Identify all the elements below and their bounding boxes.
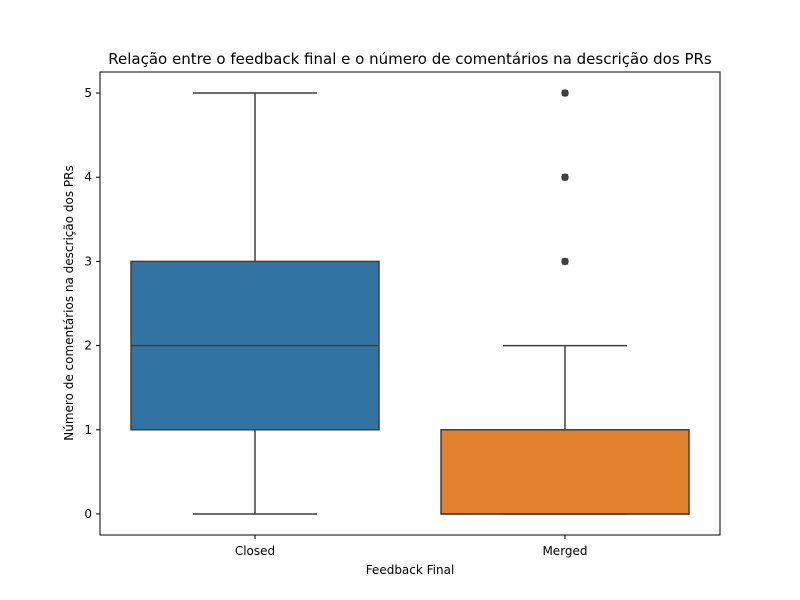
x-tick-label: Merged — [542, 544, 587, 558]
outlier-point — [561, 173, 569, 181]
y-tick-label: 3 — [84, 254, 92, 268]
x-tick-label: Closed — [235, 544, 275, 558]
y-tick-label: 1 — [84, 423, 92, 437]
outlier-point — [561, 89, 569, 97]
outlier-point — [561, 257, 569, 266]
y-tick-label: 4 — [84, 170, 92, 184]
x-axis: Closed Merged — [235, 535, 588, 558]
plot-frame — [99, 71, 721, 536]
y-tick-label: 0 — [84, 507, 92, 521]
box-merged — [440, 89, 690, 515]
box-iqr — [440, 429, 690, 515]
x-axis-label: Feedback Final — [366, 563, 455, 577]
y-axis: 0 1 2 3 4 5 — [84, 86, 100, 521]
chart-title: Relação entre o feedback final e o númer… — [108, 50, 712, 68]
y-axis-label: Número de comentários na descrição dos P… — [62, 165, 76, 441]
y-tick-label: 2 — [84, 339, 92, 353]
box-closed — [130, 92, 380, 515]
y-tick-label: 5 — [84, 86, 92, 100]
plot-area — [130, 89, 690, 515]
